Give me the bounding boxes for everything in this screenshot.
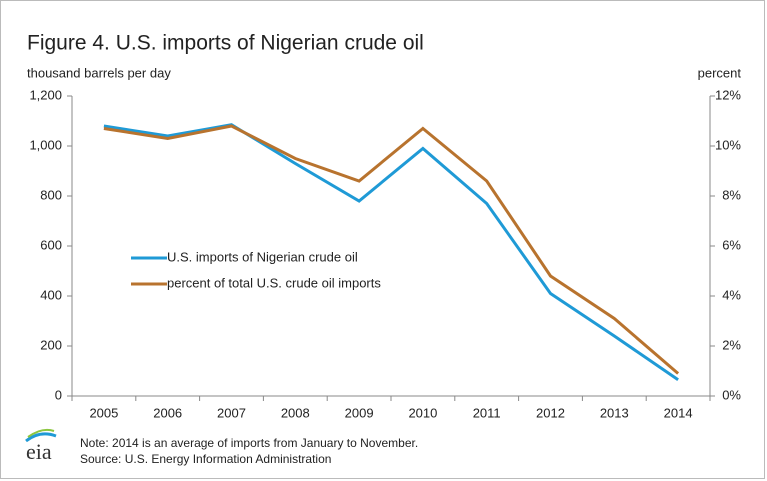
y-tick-label: 400 <box>40 287 62 302</box>
y2-tick-label: 6% <box>722 237 741 252</box>
legend-label: U.S. imports of Nigerian crude oil <box>167 249 358 264</box>
y2-tick-label: 2% <box>722 337 741 352</box>
x-tick-label: 2014 <box>664 405 693 420</box>
x-tick-label: 2008 <box>281 405 310 420</box>
y-tick-label: 1,200 <box>29 87 62 102</box>
x-tick-label: 2006 <box>153 405 182 420</box>
chart-title: Figure 4. U.S. imports of Nigerian crude… <box>27 32 424 55</box>
y-tick-label: 200 <box>40 337 62 352</box>
y2-tick-label: 0% <box>722 387 741 402</box>
x-tick-label: 2007 <box>217 405 246 420</box>
series-line <box>103 124 680 375</box>
logo: eia <box>26 439 52 464</box>
logo-swoosh <box>27 428 55 438</box>
y-tick-label: 800 <box>40 187 62 202</box>
y-tick-label: 0 <box>55 387 62 402</box>
y2-tick-label: 4% <box>722 287 741 302</box>
source: Source: U.S. Energy Information Administ… <box>80 452 331 466</box>
x-tick-label: 2009 <box>345 405 374 420</box>
y2-tick-label: 12% <box>715 87 741 102</box>
series-line <box>103 123 679 381</box>
y2-axis-label: percent <box>698 65 742 80</box>
y-axis-label: thousand barrels per day <box>27 65 171 80</box>
y-tick-label: 1,000 <box>29 137 62 152</box>
legend-label: percent of total U.S. crude oil imports <box>167 275 381 290</box>
x-tick-label: 2010 <box>408 405 437 420</box>
y2-tick-label: 10% <box>715 137 741 152</box>
y-tick-label: 600 <box>40 237 62 252</box>
note: Note: 2014 is an average of imports from… <box>80 436 418 450</box>
logo-swoosh <box>25 432 57 443</box>
y2-tick-label: 8% <box>722 187 741 202</box>
x-tick-label: 2013 <box>600 405 629 420</box>
x-tick-label: 2012 <box>536 405 565 420</box>
x-tick-label: 2005 <box>89 405 118 420</box>
x-tick-label: 2011 <box>473 405 501 420</box>
